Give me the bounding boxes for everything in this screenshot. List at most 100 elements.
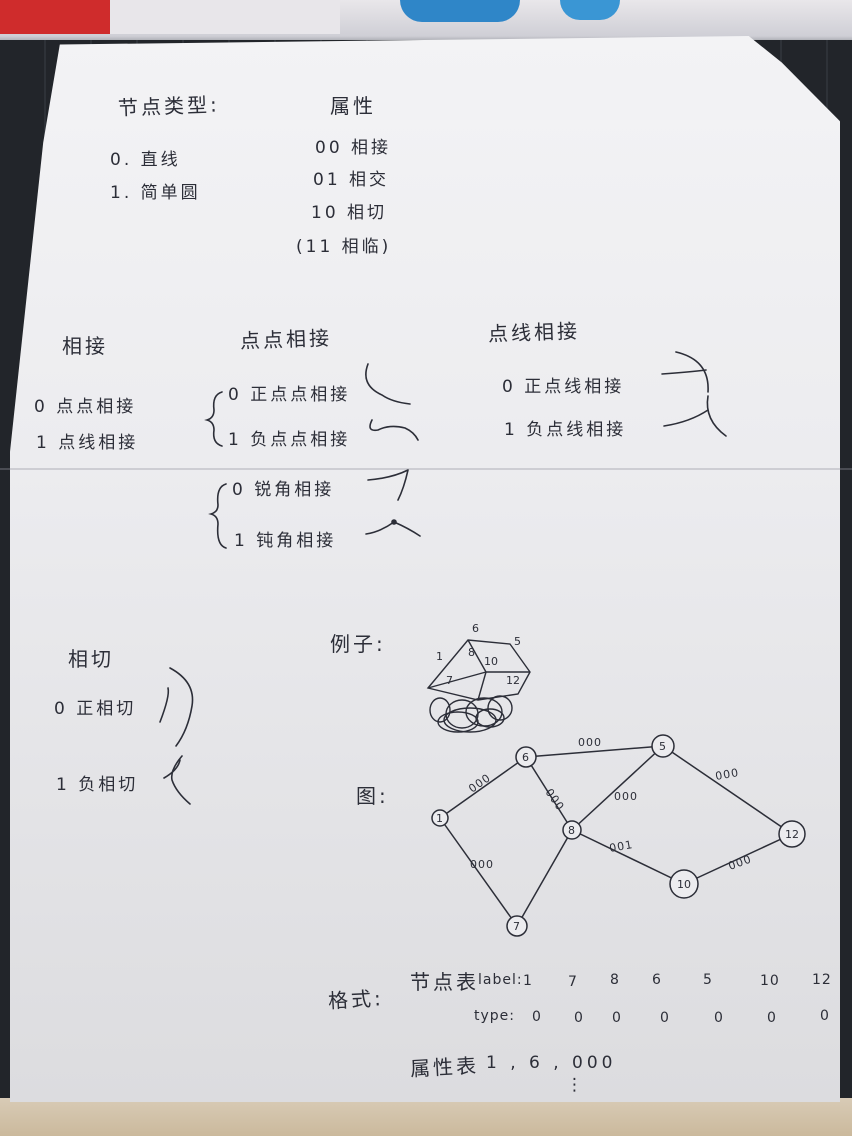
- connect-item: 1 点线相接: [36, 433, 139, 453]
- node-label-cell: 6: [652, 972, 662, 988]
- point-point-item: 1 钝角相接: [234, 531, 337, 551]
- node-type-item: 0. 直线: [110, 150, 181, 170]
- connect-heading: 相接: [62, 334, 108, 358]
- graph-edge: [571, 829, 685, 885]
- sketch-number: 12: [506, 674, 520, 687]
- graph-node-label: 10: [677, 878, 691, 891]
- example-sketch: [426, 639, 531, 733]
- label-row-title: label:: [478, 972, 523, 988]
- node-type-cell: 0: [532, 1009, 542, 1025]
- attribute-item: 10 相切: [311, 203, 388, 223]
- sketch-number: 1: [436, 650, 443, 663]
- attr-table-ellipsis: ⋮: [566, 1075, 586, 1095]
- graph-edge: [439, 756, 527, 819]
- connect-mark-2: [369, 419, 419, 441]
- graph-edge-label: 000: [614, 790, 638, 803]
- graph-node: [515, 746, 537, 768]
- brace-point-point-top: [204, 391, 223, 447]
- graph-edges: [439, 745, 793, 927]
- node-label-cell: 10: [760, 973, 780, 989]
- point-point-item: 0 锐角相接: [232, 480, 335, 500]
- paper-fold-line: [0, 468, 852, 470]
- graph-edge: [571, 745, 664, 831]
- tangent-mark-4: [163, 759, 181, 779]
- graph-node: [506, 915, 528, 937]
- node-label-cell: 12: [812, 972, 832, 988]
- example-label: 例子:: [330, 632, 386, 656]
- graph-edge-label: 000: [578, 736, 602, 749]
- node-label-cell: 1: [523, 973, 533, 989]
- point-point-item: 0 正点点相接: [228, 385, 351, 405]
- tangent-mark-1: [169, 667, 194, 747]
- graph-edge: [525, 745, 664, 758]
- graph-node-label: 8: [568, 824, 575, 837]
- point-line-item: 1 负点线相接: [504, 420, 627, 440]
- node-type-cell: 0: [660, 1010, 670, 1026]
- node-type-item: 1. 简单圆: [110, 183, 201, 203]
- point-line-mark-2: [663, 395, 727, 437]
- graph-edge-label: 000: [727, 852, 754, 872]
- graph-node: [651, 734, 675, 758]
- graph-node-label: 1: [436, 812, 443, 825]
- node-label-cell: 5: [703, 972, 713, 988]
- brace-point-point-bottom: [208, 483, 227, 549]
- connect-mark-1: [365, 363, 411, 405]
- type-row-title: type:: [474, 1008, 515, 1024]
- node-label-cell: 8: [610, 972, 620, 988]
- tangent-item: 0 正相切: [54, 699, 137, 719]
- tangent-mark-3: [170, 755, 191, 805]
- graph-node: [669, 869, 699, 899]
- graph-edge: [662, 745, 793, 835]
- tangent-item: 1 负相切: [56, 775, 139, 795]
- graph-edge-label: 001: [608, 838, 634, 855]
- graph-edge-label: 000: [466, 771, 493, 795]
- graph-nodes: [431, 734, 806, 937]
- attribute-item: 01 相交: [313, 170, 390, 190]
- sketch-number: 5: [514, 635, 521, 648]
- graph-node-label: 5: [659, 740, 666, 753]
- blue-object-small: [560, 0, 620, 20]
- node-type-cell: 0: [574, 1010, 584, 1026]
- graph-node: [778, 820, 806, 848]
- blue-object: [400, 0, 520, 22]
- node-type-cell: 0: [714, 1010, 724, 1026]
- graph-edge: [683, 833, 793, 885]
- graph-node: [431, 809, 449, 827]
- sketch-number: 8: [468, 646, 475, 659]
- graph-node-label: 12: [785, 828, 799, 841]
- node-type-cell: 0: [820, 1008, 830, 1024]
- connect-mark-3: [367, 469, 409, 501]
- point-line-item: 0 正点线相接: [502, 377, 625, 397]
- graph-node-label: 6: [522, 751, 529, 764]
- point-point-item: 1 负点点相接: [228, 430, 351, 450]
- node-table-label: 节点表: [410, 970, 479, 994]
- tangent-mark-2: [159, 687, 170, 723]
- sketch-number: 7: [446, 674, 453, 687]
- graph-edge-label: 000: [543, 786, 567, 813]
- attr-table-row: 1 , 6 , 000: [486, 1053, 617, 1073]
- graph-edge: [516, 829, 573, 927]
- connect-item: 0 点点相接: [34, 397, 137, 417]
- node-type-cell: 0: [612, 1010, 622, 1026]
- red-object: [0, 0, 110, 34]
- graph-edge-label: 000: [714, 766, 740, 783]
- desk-wood-strip: [0, 1098, 852, 1136]
- graph-edge: [525, 756, 573, 831]
- graph-edge-label: 000: [470, 858, 494, 871]
- graph-edge: [439, 817, 518, 927]
- graph-node: [562, 820, 582, 840]
- handwritten-paper: [10, 36, 840, 1102]
- node-label-cell: 7: [568, 974, 578, 990]
- tangent-heading: 相切: [68, 647, 114, 671]
- attribute-item: 00 相接: [315, 138, 392, 158]
- node-type-cell: 0: [767, 1010, 777, 1026]
- graph-node-label: 7: [513, 920, 520, 933]
- white-object: [110, 0, 340, 34]
- sketch-number: 6: [472, 622, 479, 635]
- sketch-number: 10: [484, 655, 498, 668]
- attributes-heading: 属性: [330, 94, 376, 118]
- graph-label: 图:: [356, 784, 389, 808]
- point-line-mark-1: [661, 351, 709, 393]
- attribute-item: (11 相临): [296, 237, 392, 257]
